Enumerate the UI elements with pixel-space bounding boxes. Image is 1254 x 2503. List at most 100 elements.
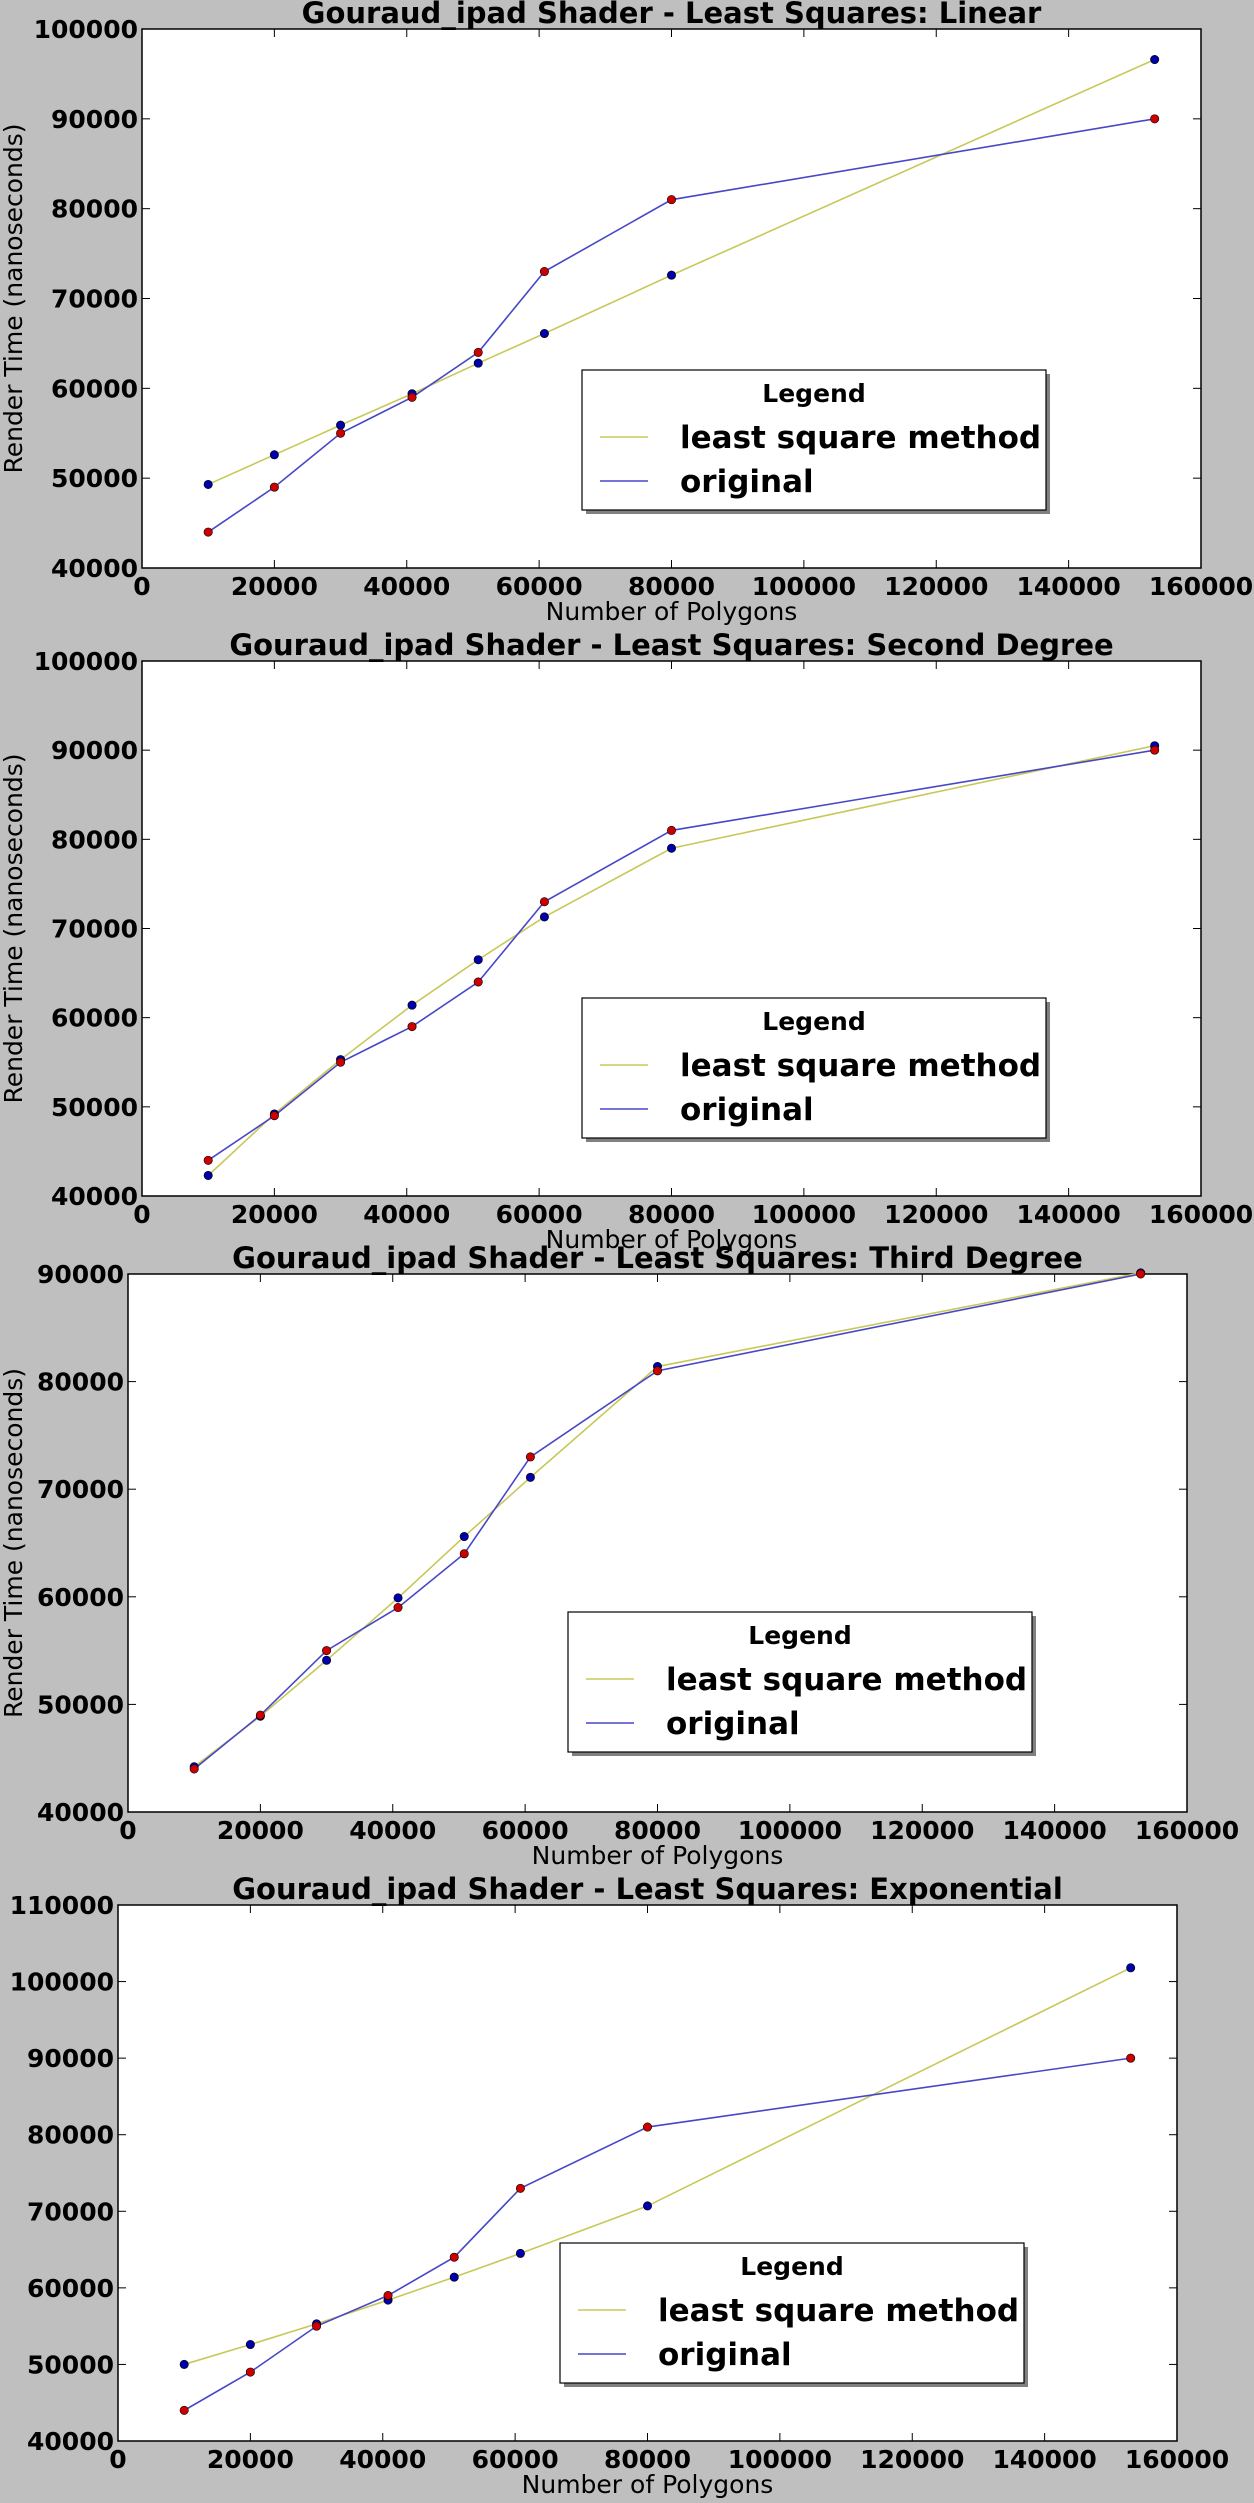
- original-point: [336, 1057, 346, 1067]
- original-point: [383, 2291, 393, 2301]
- original-point: [449, 2252, 459, 2262]
- y-tick-label: 60000: [51, 374, 138, 403]
- legend-entry: original: [680, 1092, 814, 1128]
- x-tick-label: 60000: [482, 1816, 569, 1845]
- original-point: [473, 347, 483, 357]
- x-tick-label: 40000: [339, 2445, 426, 2474]
- original-point: [1150, 114, 1160, 124]
- y-tick-label: 70000: [27, 2197, 114, 2226]
- x-axis-label: Number of Polygons: [522, 2470, 774, 2499]
- x-tick-label: 100000: [752, 572, 856, 601]
- legend-entry: least square method: [658, 2293, 1019, 2329]
- x-tick-label: 60000: [472, 2445, 559, 2474]
- x-tick-label: 120000: [870, 1816, 974, 1845]
- x-tick-label: 20000: [217, 1816, 304, 1845]
- y-tick-label: 50000: [51, 1093, 138, 1122]
- y-tick-label: 100000: [34, 15, 138, 44]
- fit-point: [449, 2272, 459, 2282]
- y-tick-label: 40000: [37, 1798, 124, 1827]
- y-tick-label: 70000: [37, 1475, 124, 1504]
- chart-title: Gouraud_ipad Shader - Least Squares: Exp…: [232, 1872, 1063, 1906]
- y-tick-label: 40000: [51, 554, 138, 583]
- fit-point: [473, 955, 483, 965]
- fit-point: [459, 1532, 469, 1542]
- original-point: [407, 1022, 417, 1032]
- x-tick-label: 100000: [728, 2445, 832, 2474]
- fit-point: [203, 1170, 213, 1180]
- x-tick-label: 160000: [1135, 1816, 1239, 1845]
- chart-3: Gouraud_ipad Shader - Least Squares: Thi…: [0, 1241, 1239, 1870]
- fit-point: [666, 843, 676, 853]
- fit-point: [666, 270, 676, 280]
- y-tick-label: 70000: [51, 285, 138, 314]
- x-tick-label: 120000: [860, 2445, 964, 2474]
- legend-box: [581, 369, 1047, 511]
- original-point: [666, 825, 676, 835]
- x-tick-label: 140000: [1016, 572, 1120, 601]
- fit-point: [642, 2201, 652, 2211]
- x-axis-label: Number of Polygons: [532, 1841, 784, 1870]
- original-point: [1136, 1269, 1146, 1279]
- y-tick-label: 90000: [51, 736, 138, 765]
- original-point: [1150, 745, 1160, 755]
- fit-line: [207, 744, 1155, 1177]
- original-point: [539, 897, 549, 907]
- original-line: [207, 118, 1155, 533]
- legend: Legend least square method original: [581, 369, 1050, 514]
- x-tick-label: 0: [119, 1816, 136, 1845]
- legend-title: Legend: [762, 379, 865, 408]
- x-tick-label: 140000: [992, 2445, 1096, 2474]
- fit-point: [473, 358, 483, 368]
- x-tick-label: 140000: [1016, 1200, 1120, 1229]
- x-tick-label: 160000: [1149, 1200, 1253, 1229]
- fit-point: [539, 912, 549, 922]
- y-tick-label: 100000: [34, 647, 138, 676]
- x-tick-label: 60000: [496, 572, 583, 601]
- legend-title: Legend: [740, 2252, 843, 2281]
- x-tick-label: 100000: [738, 1816, 842, 1845]
- fit-point: [203, 479, 213, 489]
- legend-title: Legend: [762, 1007, 865, 1036]
- x-tick-label: 60000: [496, 1200, 583, 1229]
- original-point: [652, 1366, 662, 1376]
- fit-point: [322, 1655, 332, 1665]
- x-tick-label: 120000: [884, 1200, 988, 1229]
- x-tick-label: 40000: [349, 1816, 436, 1845]
- fit-point: [515, 2248, 525, 2258]
- original-point: [245, 2367, 255, 2377]
- original-point: [525, 1452, 535, 1462]
- legend-box: [559, 2242, 1025, 2384]
- legend-entry: least square method: [666, 1662, 1027, 1698]
- x-tick-label: 0: [133, 572, 150, 601]
- y-tick-label: 50000: [37, 1690, 124, 1719]
- x-tick-label: 80000: [604, 2445, 691, 2474]
- y-tick-label: 80000: [51, 195, 138, 224]
- original-point: [322, 1646, 332, 1656]
- chart-1: Gouraud_ipad Shader - Least Squares: Lin…: [0, 0, 1253, 626]
- x-tick-label: 20000: [231, 572, 318, 601]
- original-line: [207, 749, 1155, 1161]
- fit-point: [539, 329, 549, 339]
- chart-4: Gouraud_ipad Shader - Least Squares: Exp…: [10, 1872, 1230, 2499]
- original-point: [255, 1710, 265, 1720]
- y-tick-label: 40000: [51, 1182, 138, 1211]
- original-point: [666, 195, 676, 205]
- fit-point: [269, 450, 279, 460]
- y-tick-label: 60000: [27, 2274, 114, 2303]
- original-point: [407, 392, 417, 402]
- y-tick-label: 80000: [27, 2121, 114, 2150]
- original-point: [515, 2183, 525, 2193]
- x-tick-label: 20000: [207, 2445, 294, 2474]
- x-tick-label: 80000: [628, 572, 715, 601]
- fit-line: [207, 58, 1155, 486]
- x-tick-label: 140000: [1002, 1816, 1106, 1845]
- x-tick-label: 40000: [363, 572, 450, 601]
- original-point: [336, 428, 346, 438]
- y-tick-label: 70000: [51, 915, 138, 944]
- y-tick-label: 90000: [37, 1260, 124, 1289]
- legend-title: Legend: [748, 1621, 851, 1650]
- x-tick-label: 0: [133, 1200, 150, 1229]
- fit-point: [525, 1472, 535, 1482]
- chart-title: Gouraud_ipad Shader - Least Squares: Sec…: [229, 628, 1113, 662]
